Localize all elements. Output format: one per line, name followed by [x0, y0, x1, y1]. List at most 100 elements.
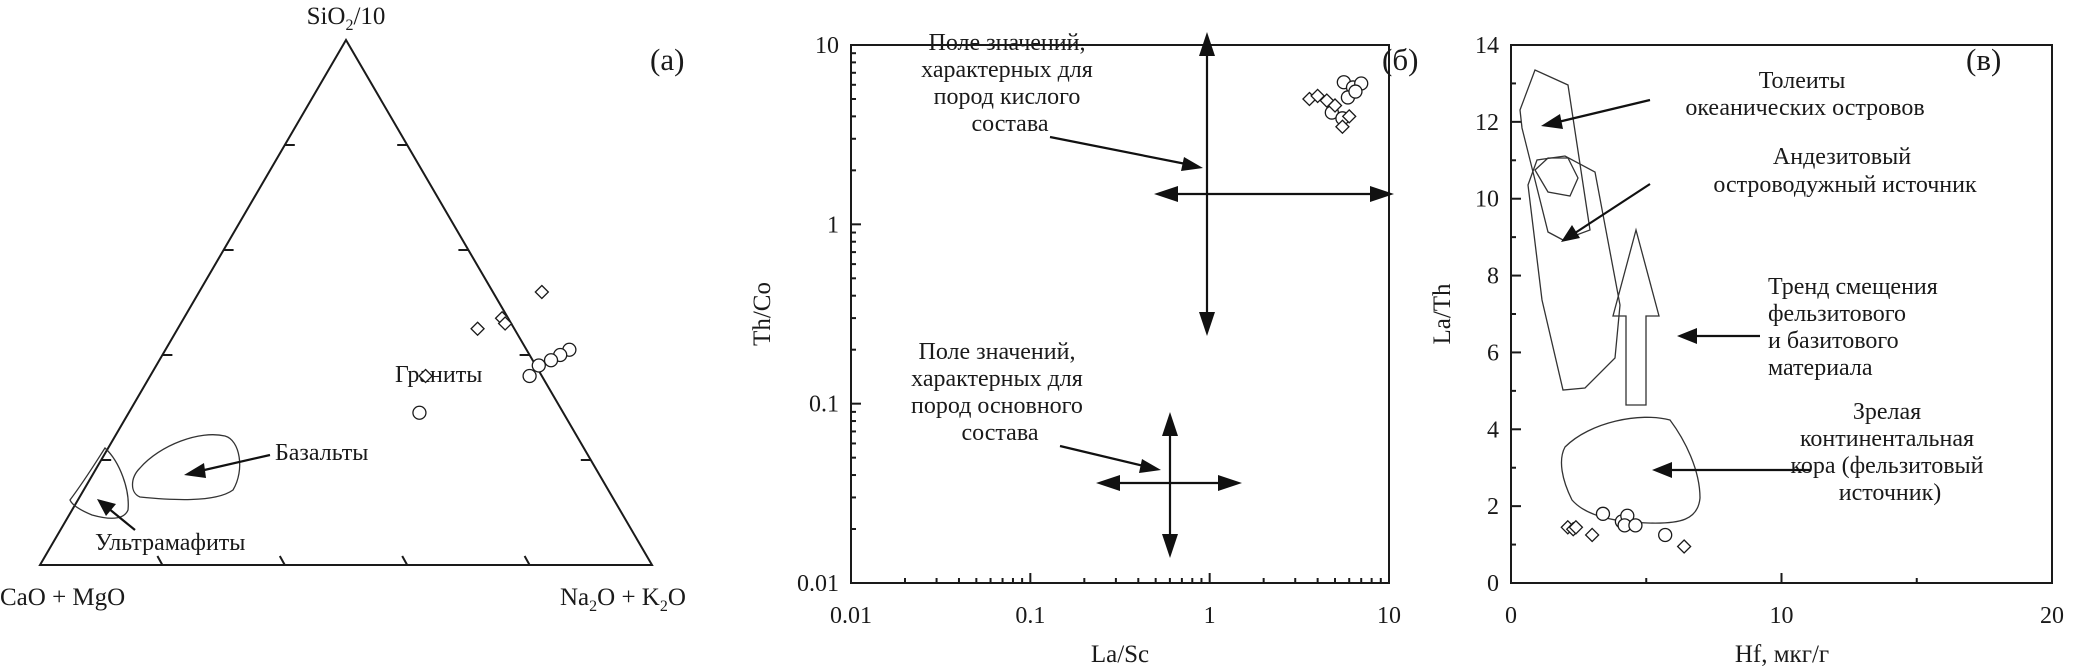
acid-cross-down-head: [1199, 312, 1215, 336]
panel-c-point: [1595, 506, 1611, 521]
panel-b-lasc-thco: 0.01 0.01 0.1 0.1 1 1 10 10 La/Sc Th/Co (б) Пол…: [749, 30, 1418, 667]
continental-label: Зрелая континентальная кора (фельзитовый…: [1790, 399, 1989, 506]
basalt-field: [131, 434, 241, 501]
ternary-tick: [401, 555, 409, 566]
arc-field: [1527, 155, 1621, 391]
ternary-point: [412, 405, 427, 420]
trend-open-arrow: [1612, 227, 1660, 406]
trend-label: Тренд смещения фельзитового и базитового…: [1768, 274, 1944, 381]
panel-b-y-tick-label: 10: [815, 33, 839, 59]
basic-field-label: Поле значений, характерных для пород осн…: [911, 339, 1089, 446]
ternary-vertex-bottom-left: CaO + MgO: [0, 584, 125, 611]
continental-field: [1560, 416, 1701, 524]
acid-label-arrowhead: [1181, 157, 1203, 171]
panel-b-label: (б): [1382, 42, 1418, 77]
continental-arrowhead: [1652, 462, 1672, 478]
panel-c-x-tick-label: 0: [1505, 603, 1517, 629]
acid-cross-up-head: [1199, 32, 1215, 56]
panel-b-x-tick-label: 1: [1204, 603, 1216, 629]
basalt-arrowhead: [184, 463, 206, 478]
panel-c-point: [1628, 518, 1643, 533]
panel-c-y-tick-label: 10: [1475, 187, 1499, 213]
panel-b-y-tick-label: 0.01: [797, 571, 839, 597]
ternary-frame: [38, 38, 654, 566]
panel-b-point: [1335, 119, 1350, 135]
panel-b-y-tick-label: 0.1: [809, 392, 839, 418]
acid-field-label: Поле значений, характерных для пород кис…: [921, 30, 1099, 137]
ternary-vertex-bottom-right: Na2O + K2O: [560, 584, 686, 615]
panel-c-x-tick-label: 10: [1770, 603, 1794, 629]
acid-label-arrow: [1049, 135, 1187, 166]
panel-c-y-tick-label: 12: [1475, 110, 1499, 136]
arc-arrow: [1574, 183, 1651, 234]
region-label-basalt: Базальты: [275, 440, 368, 466]
panel-c-label: (в): [1966, 42, 2001, 77]
panel-b-x-tick-label: 0.01: [830, 603, 872, 629]
panel-c-y-tick-label: 8: [1487, 264, 1499, 290]
ternary-point: [418, 368, 433, 384]
panel-c-ylabel: La/Th: [1429, 283, 1456, 345]
oib-label: Толеиты океанических островов: [1685, 68, 1924, 121]
arc-arrowhead: [1561, 225, 1580, 242]
panel-c-point: [1658, 527, 1673, 543]
oib-field: [1519, 69, 1591, 241]
basic-label-arrowhead: [1139, 459, 1161, 473]
panel-c-point: [1584, 527, 1600, 543]
ternary-point: [531, 358, 546, 373]
basalt-arrow: [199, 453, 271, 473]
basic-label-arrow: [1059, 444, 1145, 468]
oib-arrowhead: [1541, 114, 1563, 129]
panel-c-points: [1560, 506, 1692, 554]
panel-c-point: [1676, 539, 1692, 554]
ternary-tick: [523, 555, 531, 566]
panel-c-y-tick-label: 2: [1487, 494, 1499, 520]
ultramafite-field: [69, 446, 129, 519]
ultramafite-arrowhead: [97, 499, 116, 516]
panel-c-y-tick-label: 0: [1487, 571, 1499, 597]
panel-b-frame: [850, 44, 1390, 584]
panel-b-x-tick-label: 0.1: [1015, 603, 1045, 629]
panel-c-y-tick-label: 4: [1487, 417, 1499, 443]
ternary-point: [470, 321, 485, 337]
ultramafite-arrow: [107, 507, 136, 531]
trend-arrowhead: [1677, 328, 1697, 344]
panel-b-xlabel: La/Sc: [1091, 641, 1149, 667]
ternary-ticks: [101, 144, 591, 566]
panel-c-y-tick-label: 6: [1487, 340, 1499, 366]
panel-c-hf-lath: 0 10 20 0 2 4 6 8 10 12 14 Hf, мкг/г La/Th (в) Тол…: [1429, 33, 2064, 667]
panel-c-xlabel: Hf, мкг/г: [1735, 641, 1829, 667]
ternary-point: [543, 353, 559, 368]
ternary-vertex-top: SiO2/10: [307, 3, 386, 34]
panel-a-ternary: SiO2/10 CaO + MgO Na2O + K2O (а) Граниты…: [0, 3, 686, 615]
oib-arrow: [1557, 98, 1651, 124]
arc-label: Андезитовый островодужный источник: [1713, 144, 1977, 198]
panel-c-ticks: 0 10 20 0 2 4 6 8 10 12 14: [1475, 33, 2064, 629]
ternary-points: [412, 284, 577, 420]
panel-b-point: [1348, 84, 1363, 99]
ternary-point: [497, 316, 513, 331]
basic-cross-left-head: [1096, 475, 1120, 491]
panel-c-y-tick-label: 14: [1475, 33, 1499, 59]
ternary-tick: [156, 555, 164, 566]
ternary-point: [522, 368, 537, 384]
region-label-granite: Граниты: [395, 362, 482, 388]
panel-b-point: [1319, 93, 1335, 108]
panel-b-points: [1302, 75, 1369, 135]
arc-inner-field: [1534, 157, 1579, 197]
acid-cross-left-head: [1154, 186, 1178, 202]
panel-b-x-tick-label: 10: [1377, 603, 1401, 629]
panel-a-label: (а): [650, 42, 684, 77]
basic-cross-up-head: [1162, 412, 1178, 436]
panel-b-point: [1341, 108, 1357, 124]
panel-b-ticks: 0.01 0.01 0.1 0.1 1 1 10 10: [797, 33, 1401, 629]
panel-c-point: [1568, 519, 1584, 535]
basic-cross-down-head: [1162, 534, 1178, 558]
panel-c-x-tick-label: 20: [2040, 603, 2064, 629]
acid-cross-right-head: [1370, 186, 1394, 202]
region-label-ultramafite: Ультрамафиты: [95, 530, 245, 556]
panel-b-y-tick-label: 1: [827, 212, 839, 238]
ternary-point: [534, 284, 550, 300]
basic-cross-right-head: [1218, 475, 1242, 491]
panel-b-ylabel: Th/Co: [749, 282, 776, 346]
